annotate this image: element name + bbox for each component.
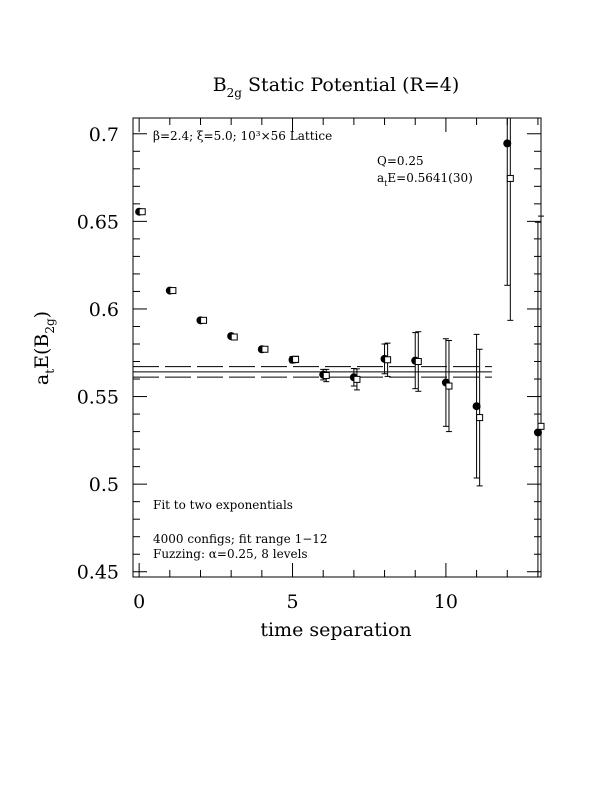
x-tick-label: 0 (133, 591, 145, 613)
open-square-point (261, 345, 269, 353)
fit-annotation: Fit to two exponentials (153, 498, 293, 512)
y-axis-label: atE(B2g) (31, 311, 57, 385)
open-square-point (445, 382, 453, 390)
fuzzing-annotation: Fuzzing: α=0.25, 8 levels (153, 547, 308, 561)
x-tick-label: 5 (286, 591, 298, 613)
filled-circle-point (472, 402, 481, 411)
x-tick-label: 10 (434, 591, 458, 613)
y-tick-labels: 0.45 0.5 0.55 0.6 0.65 0.7 (77, 124, 119, 584)
open-square-point (292, 355, 300, 363)
y-tick-label: 0.45 (77, 562, 119, 584)
open-square-point (537, 422, 545, 430)
open-square-point (414, 358, 422, 366)
y-tick-label: 0.7 (89, 124, 119, 146)
open-square-point (506, 174, 514, 182)
filled-circle-point (503, 139, 512, 148)
fit-band (133, 366, 492, 378)
open-square-point (353, 375, 361, 383)
data-markers (135, 139, 545, 437)
energy-annotation: atE=0.5641(30) (377, 171, 473, 188)
y-tick-label: 0.5 (89, 474, 119, 496)
x-axis-label: time separation (260, 619, 411, 641)
x-tick-labels: 0 5 10 (133, 591, 458, 613)
y-tick-label: 0.65 (77, 211, 119, 233)
open-square-point (476, 414, 484, 422)
y-axis-label-group: atE(B2g) (31, 311, 57, 385)
open-square-point (230, 333, 238, 341)
open-square-point (169, 287, 177, 295)
configs-annotation: 4000 configs; fit range 1−12 (153, 532, 328, 546)
open-square-point (322, 372, 330, 380)
filled-circle-point (533, 428, 542, 437)
y-tick-label: 0.6 (89, 299, 119, 321)
q-annotation: Q=0.25 (377, 154, 424, 168)
open-square-point (200, 316, 208, 324)
open-square-point (384, 356, 392, 364)
open-square-point (138, 208, 146, 216)
chart-title: B2g Static Potential (R=4) (213, 74, 460, 100)
lattice-annotation: β=2.4; ξ=5.0; 10³×56 Lattice (153, 129, 332, 143)
y-tick-label: 0.55 (77, 387, 119, 409)
